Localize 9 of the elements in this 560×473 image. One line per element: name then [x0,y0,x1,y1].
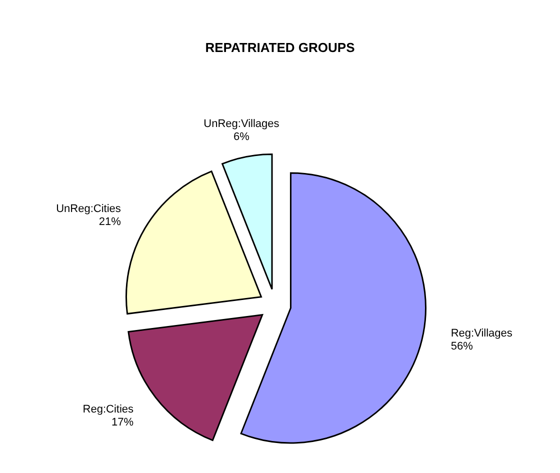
data-label: 6% [234,131,250,144]
slice-label: Reg:Villages [450,328,513,340]
data-label: 21% [98,216,122,228]
data-label: 17% [112,416,134,429]
chart-title: REPATRIATED GROUPS [205,40,356,55]
slice-label: UnReg:Villages [204,118,280,130]
slice-label: Reg:Cities [82,404,134,416]
slice-label: UnReg:Cities [56,202,122,215]
data-label: 56% [450,340,474,353]
